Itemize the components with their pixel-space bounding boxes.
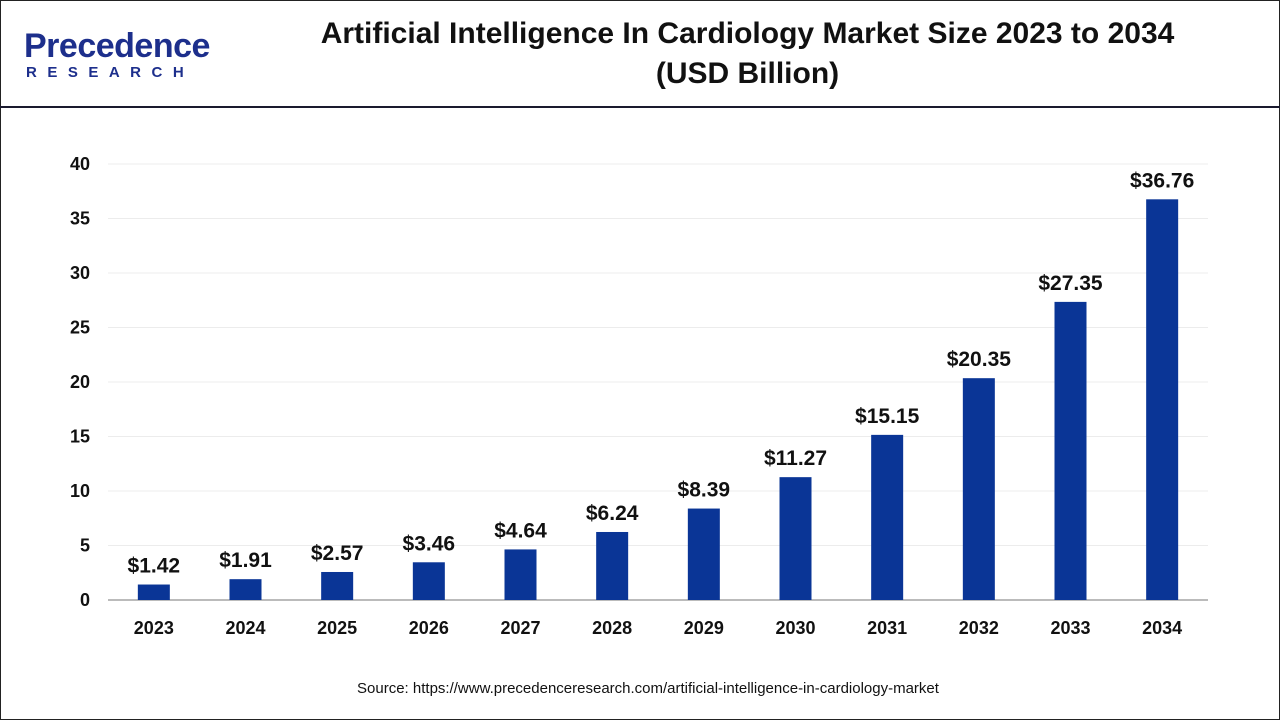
x-tick-label: 2032 (959, 618, 999, 638)
y-tick-label: 10 (70, 481, 90, 501)
bar-2025 (321, 571, 354, 600)
title-line-1: Artificial Intelligence In Cardiology Ma… (320, 17, 1175, 50)
x-tick-label: 2030 (775, 618, 815, 638)
source-note: Source: https://www.precedenceresearch.c… (357, 680, 939, 697)
precedence-research-logo: Precedence RESEARCH (24, 28, 214, 84)
y-tick-label: 40 (70, 154, 90, 174)
data-label: $27.35 (1038, 272, 1103, 295)
bar-2023 (137, 584, 170, 600)
bar-2027 (504, 549, 537, 600)
bar-2033 (1054, 301, 1087, 600)
data-label: $2.57 (311, 542, 364, 565)
y-tick-label: 5 (80, 536, 90, 556)
data-label: $1.91 (219, 549, 272, 572)
y-tick-label: 25 (70, 318, 90, 338)
data-label: $6.24 (586, 502, 639, 525)
header: Precedence RESEARCH Artificial Intellige… (0, 0, 1280, 108)
y-tick-label: 0 (80, 590, 90, 610)
x-tick-label: 2028 (592, 618, 632, 638)
bar-2029 (687, 508, 720, 600)
data-label: $36.76 (1130, 169, 1194, 192)
y-tick-label: 20 (70, 372, 90, 392)
bar-2034 (1146, 199, 1179, 600)
x-tick-label: 2023 (134, 618, 174, 638)
y-tick-label: 30 (70, 263, 90, 283)
x-tick-label: 2033 (1050, 618, 1090, 638)
bar-2028 (596, 531, 629, 600)
data-label: $8.39 (678, 479, 731, 502)
chart-title: Artificial Intelligence In Cardiology Ma… (250, 14, 1245, 94)
data-label: $4.64 (494, 519, 547, 542)
bar-2026 (412, 562, 445, 600)
y-tick-label: 35 (70, 209, 90, 229)
bar-2024 (229, 579, 262, 600)
x-tick-label: 2024 (225, 618, 265, 638)
data-label: $20.35 (947, 348, 1012, 371)
x-tick-label: 2034 (1142, 618, 1182, 638)
bar-2032 (962, 378, 995, 600)
bar-2031 (871, 434, 904, 600)
logo-subtext: RESEARCH (26, 64, 195, 81)
x-tick-label: 2031 (867, 618, 907, 638)
data-label: $11.27 (764, 447, 827, 470)
x-tick-label: 2027 (500, 618, 540, 638)
x-tick-label: 2026 (409, 618, 449, 638)
x-tick-label: 2029 (684, 618, 724, 638)
y-tick-label: 15 (70, 427, 90, 447)
title-line-2: (USD Billion) (655, 57, 840, 90)
bar-chart: 0510152025303540$1.422023$1.912024$2.572… (70, 154, 1208, 638)
data-label: $1.42 (128, 555, 181, 578)
bar-2030 (779, 477, 812, 600)
logo-text: Precedence (24, 27, 210, 65)
x-tick-label: 2025 (317, 618, 357, 638)
data-label: $15.15 (855, 405, 920, 428)
data-label: $3.46 (403, 532, 456, 555)
